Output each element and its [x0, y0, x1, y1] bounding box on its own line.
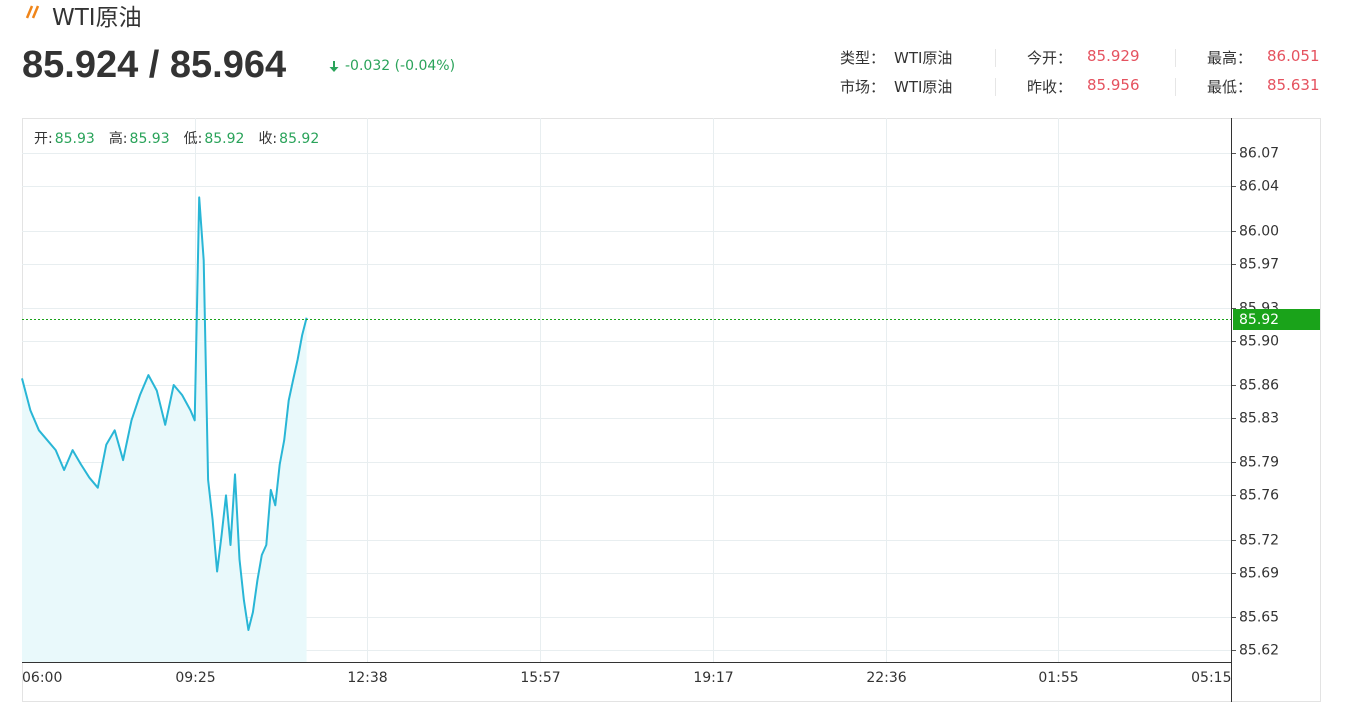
- info-value: 85.929: [1087, 47, 1140, 65]
- y-tick-label: 85.97: [1239, 257, 1279, 273]
- separator: [1175, 78, 1176, 96]
- info-value: WTI原油: [894, 49, 953, 67]
- down-arrow: [329, 61, 339, 72]
- separator: [995, 49, 996, 67]
- y-tick-label: 85.86: [1239, 378, 1279, 394]
- ohlc-label: 开:: [34, 131, 53, 147]
- separator: [1175, 49, 1176, 67]
- price-change: -0.032 (-0.04%): [345, 58, 456, 74]
- info-label: 最高：: [1207, 49, 1253, 67]
- y-tick-label: 85.79: [1239, 455, 1279, 471]
- current-price-tag: [1233, 309, 1320, 330]
- x-tick-label: 09:25: [175, 670, 215, 686]
- separator: [995, 78, 996, 96]
- current-price-label: 85.92: [1239, 312, 1279, 328]
- ohlc-label: 高:: [109, 130, 128, 147]
- info-value: 86.051: [1267, 47, 1320, 65]
- price: 85.924 / 85.964: [22, 44, 287, 86]
- info-value: 85.631: [1267, 76, 1320, 94]
- price-line: [21, 196, 308, 631]
- x-tick-label: 01:55: [1038, 670, 1078, 686]
- info-label: 市场：: [840, 78, 886, 96]
- y-tick-label: 86.00: [1239, 224, 1279, 240]
- y-tick-label: 85.72: [1239, 533, 1279, 549]
- y-tick-label: 85.90: [1239, 334, 1279, 350]
- info-value: WTI原油: [894, 78, 953, 96]
- y-tick-label: 86.04: [1239, 179, 1279, 195]
- ohlc-value: 85.93: [55, 131, 95, 147]
- x-tick-label: 19:17: [693, 670, 733, 686]
- x-tick-label: 06:00: [22, 670, 62, 686]
- y-tick-label: 86.07: [1239, 146, 1279, 162]
- x-tick-label: 12:38: [347, 670, 387, 686]
- ohlc-value: 85.92: [204, 131, 244, 147]
- y-tick-label: 85.69: [1239, 566, 1279, 582]
- x-tick-label: 05:15: [1191, 670, 1231, 686]
- title: WTI原油: [52, 5, 142, 31]
- y-tick-label: 85.62: [1239, 643, 1279, 659]
- y-tick-label: 85.76: [1239, 488, 1279, 504]
- ohlc-value: 85.92: [279, 131, 319, 147]
- y-tick-label: 85.83: [1239, 411, 1279, 427]
- info-label: 类型：: [840, 49, 886, 67]
- y-tick-label: 85.65: [1239, 610, 1279, 626]
- ohlc-label: 收:: [258, 131, 277, 147]
- x-tick-label: 22:36: [866, 670, 906, 686]
- area-fill: [22, 197, 307, 662]
- info-label: 今开：: [1027, 49, 1073, 67]
- logo-icon: [25, 5, 40, 19]
- info-label: 最低：: [1207, 78, 1253, 96]
- info-value: 85.956: [1087, 76, 1140, 94]
- ohlc-label: 低:: [184, 131, 203, 147]
- x-tick-label: 15:57: [520, 670, 560, 686]
- info-label: 昨收：: [1027, 78, 1073, 96]
- ohlc-value: 85.93: [130, 131, 170, 147]
